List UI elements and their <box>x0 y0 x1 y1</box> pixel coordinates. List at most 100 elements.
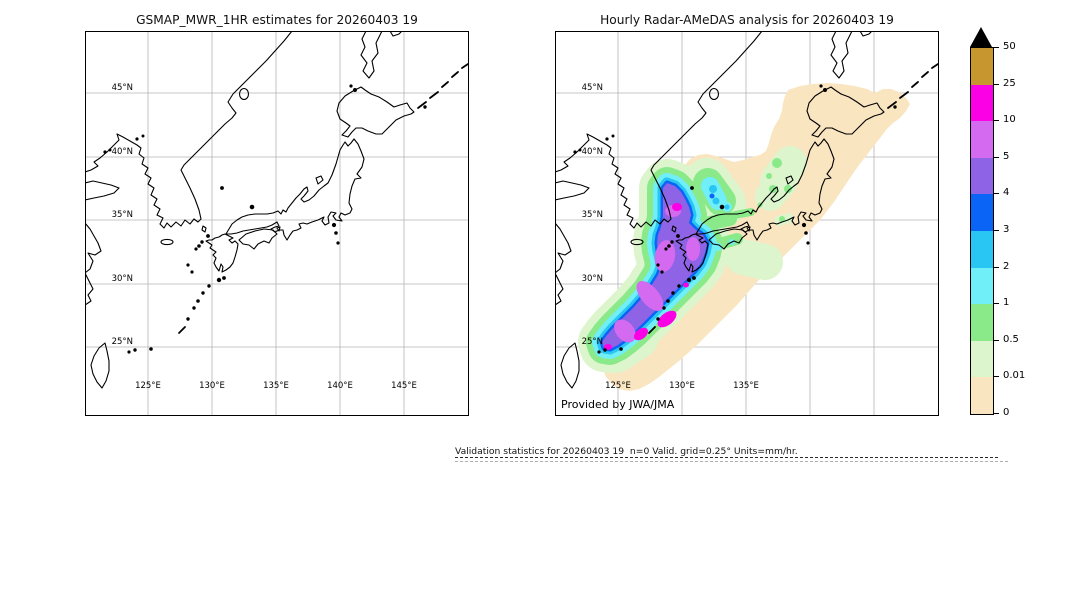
lon-label: 125°E <box>605 381 631 391</box>
radar-amedas-map-panel: 45°N 40°N 35°N 30°N 25°N 125°E 130°E 135°E Provi… <box>555 31 939 416</box>
coastline <box>806 86 885 138</box>
coastline <box>315 175 324 185</box>
islet <box>353 88 357 92</box>
islet <box>141 134 145 138</box>
precip-spot-deepcyan <box>712 197 720 205</box>
islet <box>249 204 255 210</box>
colorbar-tick-label: 0.01 <box>1003 370 1026 382</box>
coastline <box>746 226 751 232</box>
islet <box>135 137 139 141</box>
precip-spot-deepcyan <box>724 204 730 210</box>
islet <box>677 284 681 288</box>
precip-core-magenta <box>683 282 689 288</box>
islet <box>190 270 194 274</box>
island-jeju <box>160 238 174 246</box>
right-panel-title: Hourly Radar-AMeDAS analysis for 2026040… <box>600 13 894 27</box>
islet-chain <box>178 326 186 334</box>
lon-label: 125°E <box>135 381 161 391</box>
colorbar-tick-label: 3 <box>1003 224 1010 235</box>
islet <box>664 247 668 251</box>
coastline <box>360 31 383 79</box>
islet <box>222 276 226 280</box>
lat-label: 25°N <box>582 337 603 347</box>
lon-label: 130°E <box>669 381 695 391</box>
lat-label: 30°N <box>112 274 133 284</box>
coastline <box>85 180 120 201</box>
islet <box>806 241 810 245</box>
islet <box>133 348 137 352</box>
lat-label: 45°N <box>582 83 603 93</box>
coastline <box>90 342 110 389</box>
precip-core-orchid <box>654 240 676 272</box>
islet <box>656 263 660 267</box>
islet-chain <box>921 71 929 78</box>
islet-chain <box>461 63 469 69</box>
left-panel-title: GSMAP_MWR_1HR estimates for 20260403 19 <box>136 13 418 27</box>
islet <box>597 350 601 354</box>
islet <box>108 148 112 152</box>
colorbar-tick-label: 0.5 <box>1003 333 1019 345</box>
coastline <box>785 175 794 185</box>
coastline <box>85 222 102 306</box>
islet <box>619 347 623 351</box>
colorbar-tick <box>994 193 999 195</box>
islet-chain <box>911 81 919 88</box>
islet <box>603 348 607 352</box>
islet <box>336 241 340 245</box>
colorbar-tick-label: 0 <box>1003 407 1010 418</box>
credit-label: Provided by JWA/JMA <box>561 398 675 411</box>
colorbar-tick-label: 10 <box>1003 114 1016 126</box>
coastline <box>85 31 293 229</box>
islet <box>686 277 692 283</box>
colorbar-tick <box>994 83 999 85</box>
colorbar-tick <box>994 339 999 341</box>
precip-core-magenta <box>633 327 649 341</box>
lat-label: 30°N <box>582 274 603 284</box>
islet <box>149 347 153 351</box>
colorbar-tick <box>994 303 999 305</box>
colorbar-segment <box>971 230 993 268</box>
precip-patch-green <box>703 212 737 230</box>
precip-core-magenta <box>657 310 677 328</box>
islet-chain <box>429 91 439 99</box>
coastline <box>560 342 580 389</box>
lon-label: 135°E <box>263 381 289 391</box>
islet <box>207 284 211 288</box>
colorbar: 50 25 10 5 4 3 2 1 0.5 0.01 0 <box>969 27 1039 427</box>
islet <box>196 299 200 303</box>
coastline <box>225 138 365 241</box>
colorbar-tick-label: 50 <box>1003 41 1016 52</box>
precip-core-purple <box>602 183 707 349</box>
colorbar-tick-label: 1 <box>1003 297 1010 309</box>
precip-spot-green <box>784 185 792 193</box>
islet-chain <box>451 71 459 78</box>
colorbar-tick-label: 25 <box>1003 77 1016 89</box>
islet <box>662 306 666 310</box>
islet <box>660 270 664 274</box>
islet <box>103 150 107 154</box>
islet <box>719 204 725 210</box>
islet <box>216 277 222 283</box>
panel-border <box>85 31 469 416</box>
islet <box>192 306 196 310</box>
caption-underline-shadow <box>455 461 1008 462</box>
caption-underline <box>455 457 998 458</box>
islet <box>676 234 680 238</box>
lon-label: 145°E <box>391 381 417 391</box>
coastline <box>859 31 873 37</box>
colorbar-tick <box>994 120 999 122</box>
small-islands <box>573 63 939 354</box>
islet <box>194 247 198 251</box>
colorbar-overflow-triangle <box>970 27 992 47</box>
islet-chain <box>441 81 449 88</box>
lon-label: 130°E <box>199 381 225 391</box>
colorbar-tick-label: 5 <box>1003 150 1010 162</box>
colorbar-tick <box>994 230 999 231</box>
precip-spot-green <box>772 158 782 168</box>
coastline <box>205 233 239 273</box>
islet <box>200 240 204 244</box>
lat-label: 40°N <box>112 147 133 157</box>
colorbar-tick <box>994 376 999 378</box>
colorbar-tick-label: 4 <box>1003 187 1010 199</box>
islet <box>801 222 807 228</box>
